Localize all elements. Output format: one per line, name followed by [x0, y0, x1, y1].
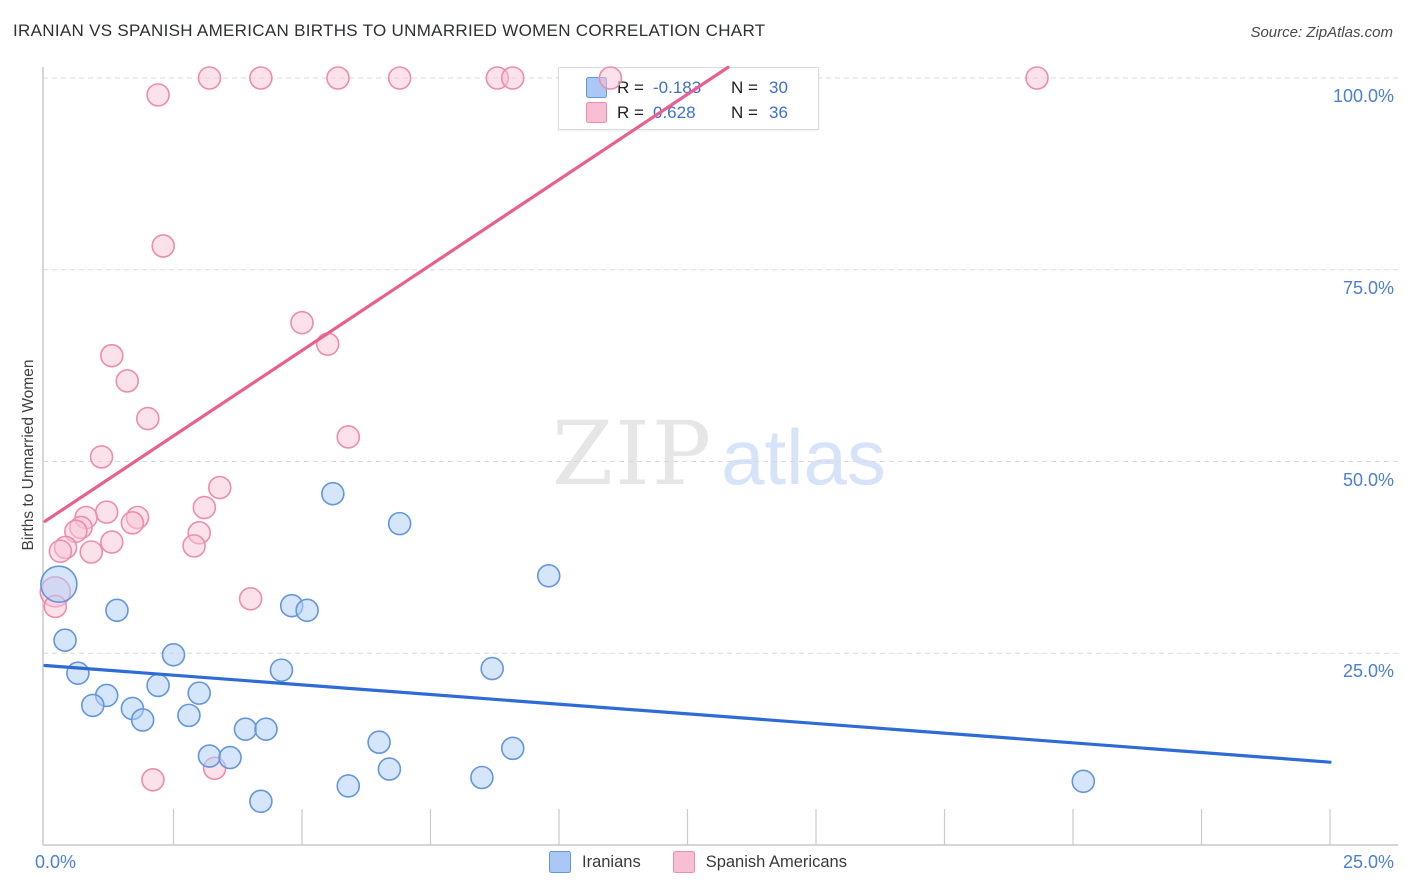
- scatter-point-spanish-americans: [125, 505, 150, 530]
- scatter-point-spanish-americans: [69, 515, 93, 540]
- legend-item-iranians: Iranians: [549, 851, 641, 873]
- scatter-point-spanish-americans: [315, 332, 340, 356]
- watermark-atlas-text: atlas: [721, 413, 886, 501]
- y-tick-label-100: 100.0%: [1332, 86, 1394, 106]
- scatter-point-iranians: [130, 708, 155, 732]
- scatter-point-spanish-americans: [500, 66, 525, 90]
- scatter-point-spanish-americans: [100, 530, 124, 554]
- x-tick-label-0: 0.0%: [35, 852, 77, 872]
- scatter-point-iranians: [177, 703, 201, 728]
- scatter-point-spanish-americans: [94, 500, 119, 524]
- scatter-point-spanish-americans: [182, 534, 206, 558]
- page-title: IRANIAN VS SPANISH AMERICAN BIRTHS TO UN…: [13, 21, 766, 40]
- scatter-point-spanish-americans: [53, 535, 78, 560]
- legend-item-label: Spanish Americans: [705, 852, 847, 871]
- scatter-point-iranians: [218, 745, 242, 770]
- scatter-point-spanish-americans: [207, 475, 232, 500]
- scatter-point-spanish-americans: [202, 756, 227, 781]
- scatter-point-iranians: [254, 717, 278, 741]
- chart-legend: Iranians Spanish Americans: [549, 851, 879, 873]
- scatter-point-spanish-americans: [192, 495, 217, 520]
- legend-item-label: Iranians: [582, 852, 641, 871]
- scatter-point-spanish-americans: [326, 66, 350, 90]
- scatter-point-spanish-americans: [48, 539, 73, 564]
- scatter-point-spanish-americans: [120, 511, 145, 535]
- scatter-point-iranians: [197, 744, 222, 768]
- legend-row-spanish-americans: R = 0.628 N = 36: [586, 100, 818, 125]
- legend-row-iranians: R = -0.183 N = 30: [586, 75, 818, 100]
- r-label: R =: [617, 77, 644, 97]
- scatter-point-spanish-americans: [336, 425, 361, 449]
- scatter-point-iranians: [120, 696, 145, 721]
- scatter-point-iranians: [66, 661, 90, 685]
- spanish-americans-swatch-icon: [672, 851, 695, 873]
- scatter-point-iranians: [500, 736, 525, 761]
- scatter-point-spanish-americans: [387, 66, 412, 90]
- source-attribution: Source: ZipAtlas.com: [1250, 24, 1393, 41]
- y-tick-label-75: 75.0%: [1342, 278, 1394, 298]
- spanish-americans-swatch-icon: [586, 102, 607, 123]
- scatter-point-iranians: [470, 765, 494, 790]
- scatter-point-spanish-americans: [74, 505, 98, 530]
- scatter-point-spanish-americans: [79, 540, 104, 564]
- scatter-point-iranians: [387, 511, 412, 536]
- spanish-americans-n-value: 36: [769, 102, 788, 122]
- y-axis-title: Births to Unmarried Women: [20, 359, 37, 551]
- correlation-legend-box: R = -0.183 N = 30 R = 0.628 N = 36: [558, 67, 819, 130]
- scatter-point-spanish-americans: [290, 310, 314, 335]
- iranians-r-value: -0.183: [653, 77, 702, 97]
- n-label: N =: [731, 102, 758, 122]
- scatter-point-spanish-americans: [485, 66, 510, 90]
- scatter-point-spanish-americans: [146, 83, 170, 107]
- scatter-point-iranians: [321, 481, 345, 506]
- scatter-point-iranians: [233, 717, 258, 741]
- legend-item-spanish-americans: Spanish Americans: [672, 851, 847, 873]
- scatter-point-iranians: [105, 598, 129, 623]
- scatter-point-iranians: [295, 598, 319, 623]
- watermark-zip-text: ZIP: [552, 402, 714, 505]
- scatter-point-iranians: [187, 681, 211, 705]
- trend-line-iranians: [43, 663, 1332, 764]
- y-tick-label-50: 50.0%: [1342, 470, 1394, 490]
- x-tick-label-25: 25.0%: [1342, 852, 1394, 872]
- scatter-point-spanish-americans: [64, 519, 88, 544]
- iranians-swatch-icon: [549, 851, 571, 873]
- scatter-point-iranians: [367, 730, 391, 755]
- scatter-point-spanish-americans: [43, 594, 68, 619]
- scatter-point-iranians: [94, 683, 119, 708]
- n-label: N =: [731, 77, 758, 97]
- scatter-point-iranians: [1071, 769, 1096, 794]
- scatter-point-iranians: [161, 642, 186, 667]
- scatter-point-spanish-americans: [100, 343, 124, 368]
- scatter-point-spanish-americans: [136, 406, 160, 431]
- iranians-n-value: 30: [769, 77, 788, 97]
- spanish-americans-r-value: 0.628: [653, 102, 696, 122]
- scatter-point-iranians: [279, 593, 304, 618]
- scatter-point-iranians: [269, 658, 294, 682]
- zipatlas-watermark: ZIP atlas: [552, 402, 886, 505]
- scatter-point-spanish-americans: [141, 768, 165, 792]
- scatter-point-iranians: [536, 563, 561, 588]
- scatter-point-spanish-americans: [1025, 66, 1049, 90]
- scatter-point-spanish-americans: [89, 445, 114, 469]
- scatter-point-spanish-americans: [151, 234, 176, 258]
- scatter-point-iranians: [249, 789, 273, 814]
- scatter-point-iranians: [53, 628, 77, 653]
- y-tick-label-25: 25.0%: [1342, 661, 1394, 681]
- scatter-point-spanish-americans: [115, 369, 140, 393]
- scatter-point-iranians: [336, 774, 361, 798]
- scatter-point-iranians: [40, 565, 78, 604]
- scatter-point-iranians: [146, 673, 170, 698]
- scatter-point-spanish-americans: [187, 521, 211, 545]
- r-label: R =: [617, 102, 644, 122]
- iranians-swatch-icon: [586, 77, 607, 98]
- scatter-point-spanish-americans: [238, 586, 263, 611]
- scatter-point-spanish-americans: [39, 576, 72, 608]
- scatter-point-spanish-americans: [197, 66, 222, 90]
- scatter-point-iranians: [480, 656, 504, 681]
- scatter-point-spanish-americans: [249, 66, 273, 90]
- scatter-point-iranians: [377, 757, 402, 781]
- scatter-point-iranians: [81, 693, 105, 718]
